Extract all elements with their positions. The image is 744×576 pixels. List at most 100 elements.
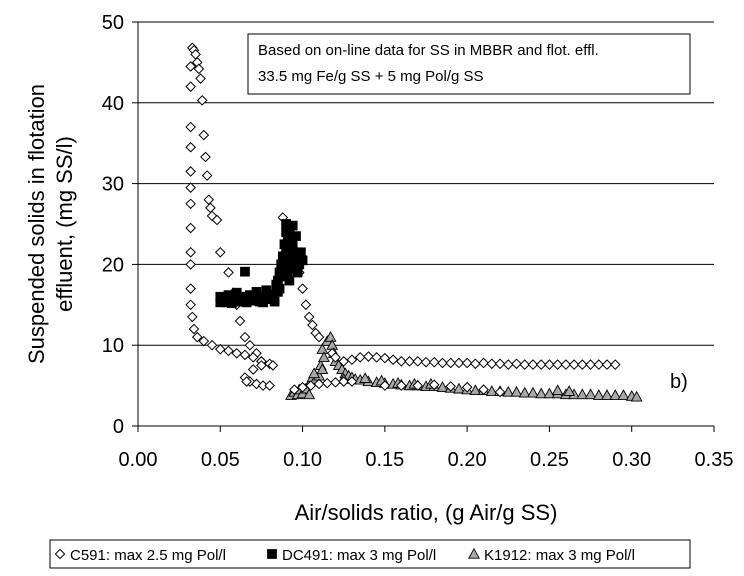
data-point <box>379 380 391 391</box>
data-point <box>519 359 531 370</box>
data-point <box>324 330 337 342</box>
data-point <box>601 389 613 400</box>
data-point <box>223 345 234 357</box>
y-tick-label: 30 <box>102 174 124 196</box>
data-point <box>630 390 643 402</box>
data-point <box>543 387 556 399</box>
y-tick-label: 10 <box>102 335 124 357</box>
data-point <box>316 343 329 354</box>
annotation-line-2: 33.5 mg Fe/g SS + 5 mg Pol/g SS <box>258 68 484 85</box>
data-point <box>396 356 407 367</box>
data-point <box>187 311 198 323</box>
data-point <box>420 356 432 368</box>
data-point <box>584 388 597 400</box>
data-point <box>576 388 589 400</box>
data-point <box>203 194 215 206</box>
legend-marker <box>468 547 480 559</box>
data-point <box>300 299 312 311</box>
data-point <box>387 354 399 366</box>
data-point <box>478 357 489 369</box>
data-point <box>330 377 341 388</box>
gridlines <box>138 21 714 346</box>
data-point <box>195 73 206 84</box>
data-point <box>445 381 456 392</box>
data-point <box>436 381 449 392</box>
data-point <box>185 141 196 153</box>
legend-frame <box>49 539 691 569</box>
data-point <box>609 359 621 370</box>
data-point <box>494 386 506 398</box>
data-point <box>185 81 196 92</box>
data-point <box>297 255 308 266</box>
data-point <box>354 352 366 363</box>
data-point <box>568 359 580 370</box>
x-tick-label: 0.35 <box>695 449 734 471</box>
data-point <box>185 198 196 210</box>
data-point <box>330 352 341 363</box>
data-point <box>231 347 243 359</box>
annotation-box: Based on on-line data for SS in MBBR and… <box>247 33 691 95</box>
data-point <box>234 315 246 327</box>
legend: C591: max 2.5 mg Pol/l DC491: max 3 mg Po… <box>49 539 691 569</box>
data-point <box>552 359 563 370</box>
data-point <box>470 358 481 370</box>
data-point <box>185 222 196 234</box>
data-point <box>428 356 440 368</box>
data-point <box>461 381 473 393</box>
data-point <box>404 356 415 367</box>
data-point <box>617 389 630 400</box>
annotation-frame <box>247 33 691 95</box>
data-point <box>256 360 267 371</box>
data-point <box>379 352 391 364</box>
data-point <box>307 319 318 331</box>
legend-item: DC491: max 3 mg Pol/l <box>267 547 436 564</box>
data-point <box>188 323 200 335</box>
data-point <box>592 389 605 400</box>
data-point <box>201 170 213 181</box>
y-axis-label-line-2: effluent, (mg SS/l) <box>52 136 77 312</box>
annotation-line-1: Based on on-line data for SS in MBBR and… <box>258 42 599 59</box>
data-point <box>593 359 605 370</box>
x-tick-label: 0.20 <box>448 449 487 471</box>
data-point <box>518 386 531 398</box>
data-point <box>338 376 350 387</box>
series-0 <box>185 42 621 398</box>
data-point <box>274 283 285 294</box>
data-point <box>371 352 382 363</box>
data-point <box>316 363 329 375</box>
data-point <box>502 385 515 397</box>
legend-label: C591: max 2.5 mg Pol/l <box>70 547 226 564</box>
data-point <box>193 63 205 75</box>
data-point <box>359 372 372 383</box>
data-point <box>511 358 522 370</box>
data-point <box>313 331 325 343</box>
x-tick-label: 0.30 <box>612 449 651 471</box>
data-point <box>206 339 218 351</box>
data-point <box>560 359 572 370</box>
x-tick-label: 0.10 <box>283 449 322 471</box>
data-point <box>577 359 588 370</box>
data-point <box>363 351 374 362</box>
data-point <box>452 382 465 394</box>
data-point <box>247 364 259 375</box>
data-point <box>289 384 300 395</box>
data-point <box>214 246 226 258</box>
data-point <box>244 339 256 351</box>
data-point <box>269 296 280 307</box>
data-point <box>486 358 498 370</box>
data-point <box>437 357 448 369</box>
legend-marker <box>54 548 66 560</box>
data-point <box>198 335 210 347</box>
data-point <box>412 356 424 367</box>
y-tick-label: 40 <box>102 93 124 115</box>
legend-marker <box>267 549 277 559</box>
data-point <box>185 246 196 258</box>
data-point <box>185 283 196 294</box>
data-point <box>284 275 295 286</box>
y-tick-label: 0 <box>113 416 124 438</box>
x-tick-label: 0.15 <box>365 449 404 471</box>
legend-item: K1912: max 3 mg Pol/l <box>468 547 635 564</box>
data-point <box>303 388 316 400</box>
legend-item: C591: max 2.5 mg Pol/l <box>54 547 226 564</box>
